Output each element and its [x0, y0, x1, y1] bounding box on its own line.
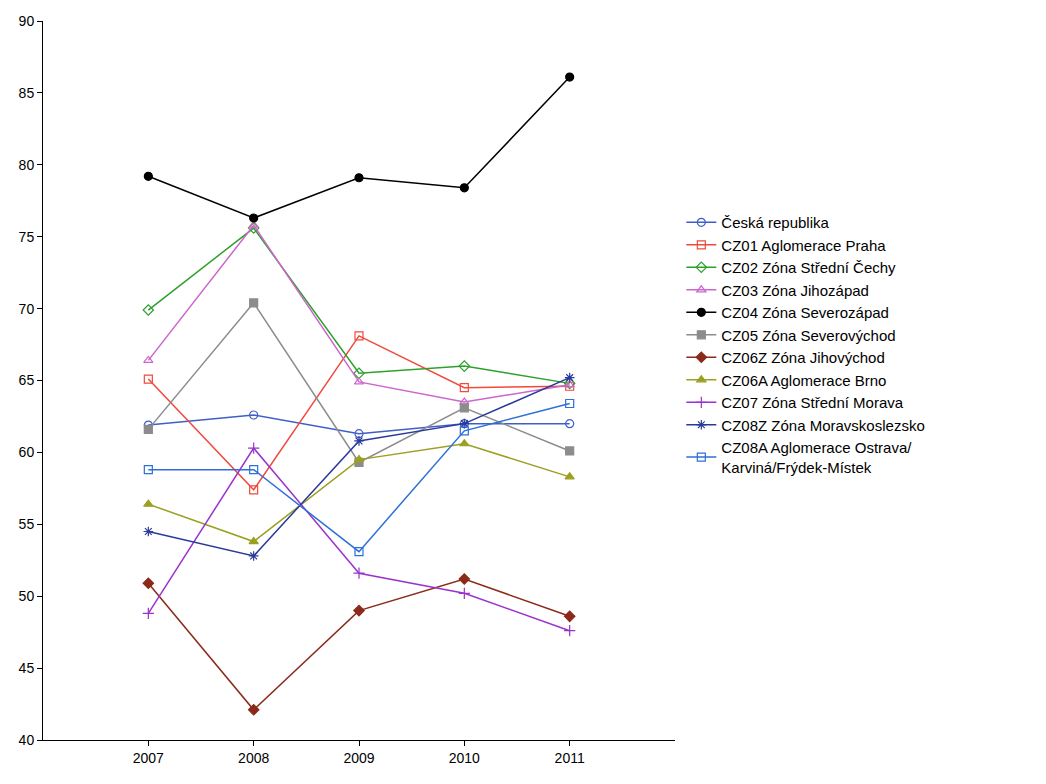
svg-text:CZ08Z Zóna Moravskoslezsko: CZ08Z Zóna Moravskoslezsko [721, 417, 924, 434]
svg-text:50: 50 [19, 588, 35, 604]
svg-text:75: 75 [19, 229, 35, 245]
svg-text:2011: 2011 [555, 750, 585, 766]
svg-text:CZ06A Aglomerace Brno: CZ06A Aglomerace Brno [721, 372, 886, 389]
svg-text:60: 60 [19, 444, 35, 460]
svg-text:85: 85 [19, 85, 35, 101]
svg-text:CZ07 Zóna Střední Morava: CZ07 Zóna Střední Morava [721, 394, 903, 411]
svg-text:65: 65 [19, 372, 35, 388]
svg-text:45: 45 [19, 660, 35, 676]
svg-text:CZ02 Zóna Střední Čechy: CZ02 Zóna Střední Čechy [721, 259, 896, 276]
svg-text:CZ03 Zóna Jihozápad: CZ03 Zóna Jihozápad [721, 282, 869, 299]
svg-text:80: 80 [19, 157, 35, 173]
svg-text:CZ05 Zóna Severovýchod: CZ05 Zóna Severovýchod [721, 327, 895, 344]
svg-text:2008: 2008 [238, 750, 269, 766]
svg-text:2009: 2009 [343, 750, 374, 766]
svg-text:Česká republika: Česká republika [721, 214, 829, 231]
svg-text:CZ06Z Zóna Jihovýchod: CZ06Z Zóna Jihovýchod [721, 349, 884, 366]
svg-text:CZ01 Aglomerace Praha: CZ01 Aglomerace Praha [721, 237, 886, 254]
svg-text:40: 40 [19, 732, 35, 748]
svg-text:90: 90 [19, 13, 35, 29]
svg-text:2007: 2007 [133, 750, 164, 766]
svg-text:55: 55 [19, 516, 35, 532]
svg-text:70: 70 [19, 301, 35, 317]
svg-text:CZ08A Aglomerace Ostrava/Karvi: CZ08A Aglomerace Ostrava/Karviná/Frýdek-… [721, 439, 912, 476]
svg-text:CZ04 Zóna Severozápad: CZ04 Zóna Severozápad [721, 304, 889, 321]
svg-text:2010: 2010 [449, 750, 480, 766]
